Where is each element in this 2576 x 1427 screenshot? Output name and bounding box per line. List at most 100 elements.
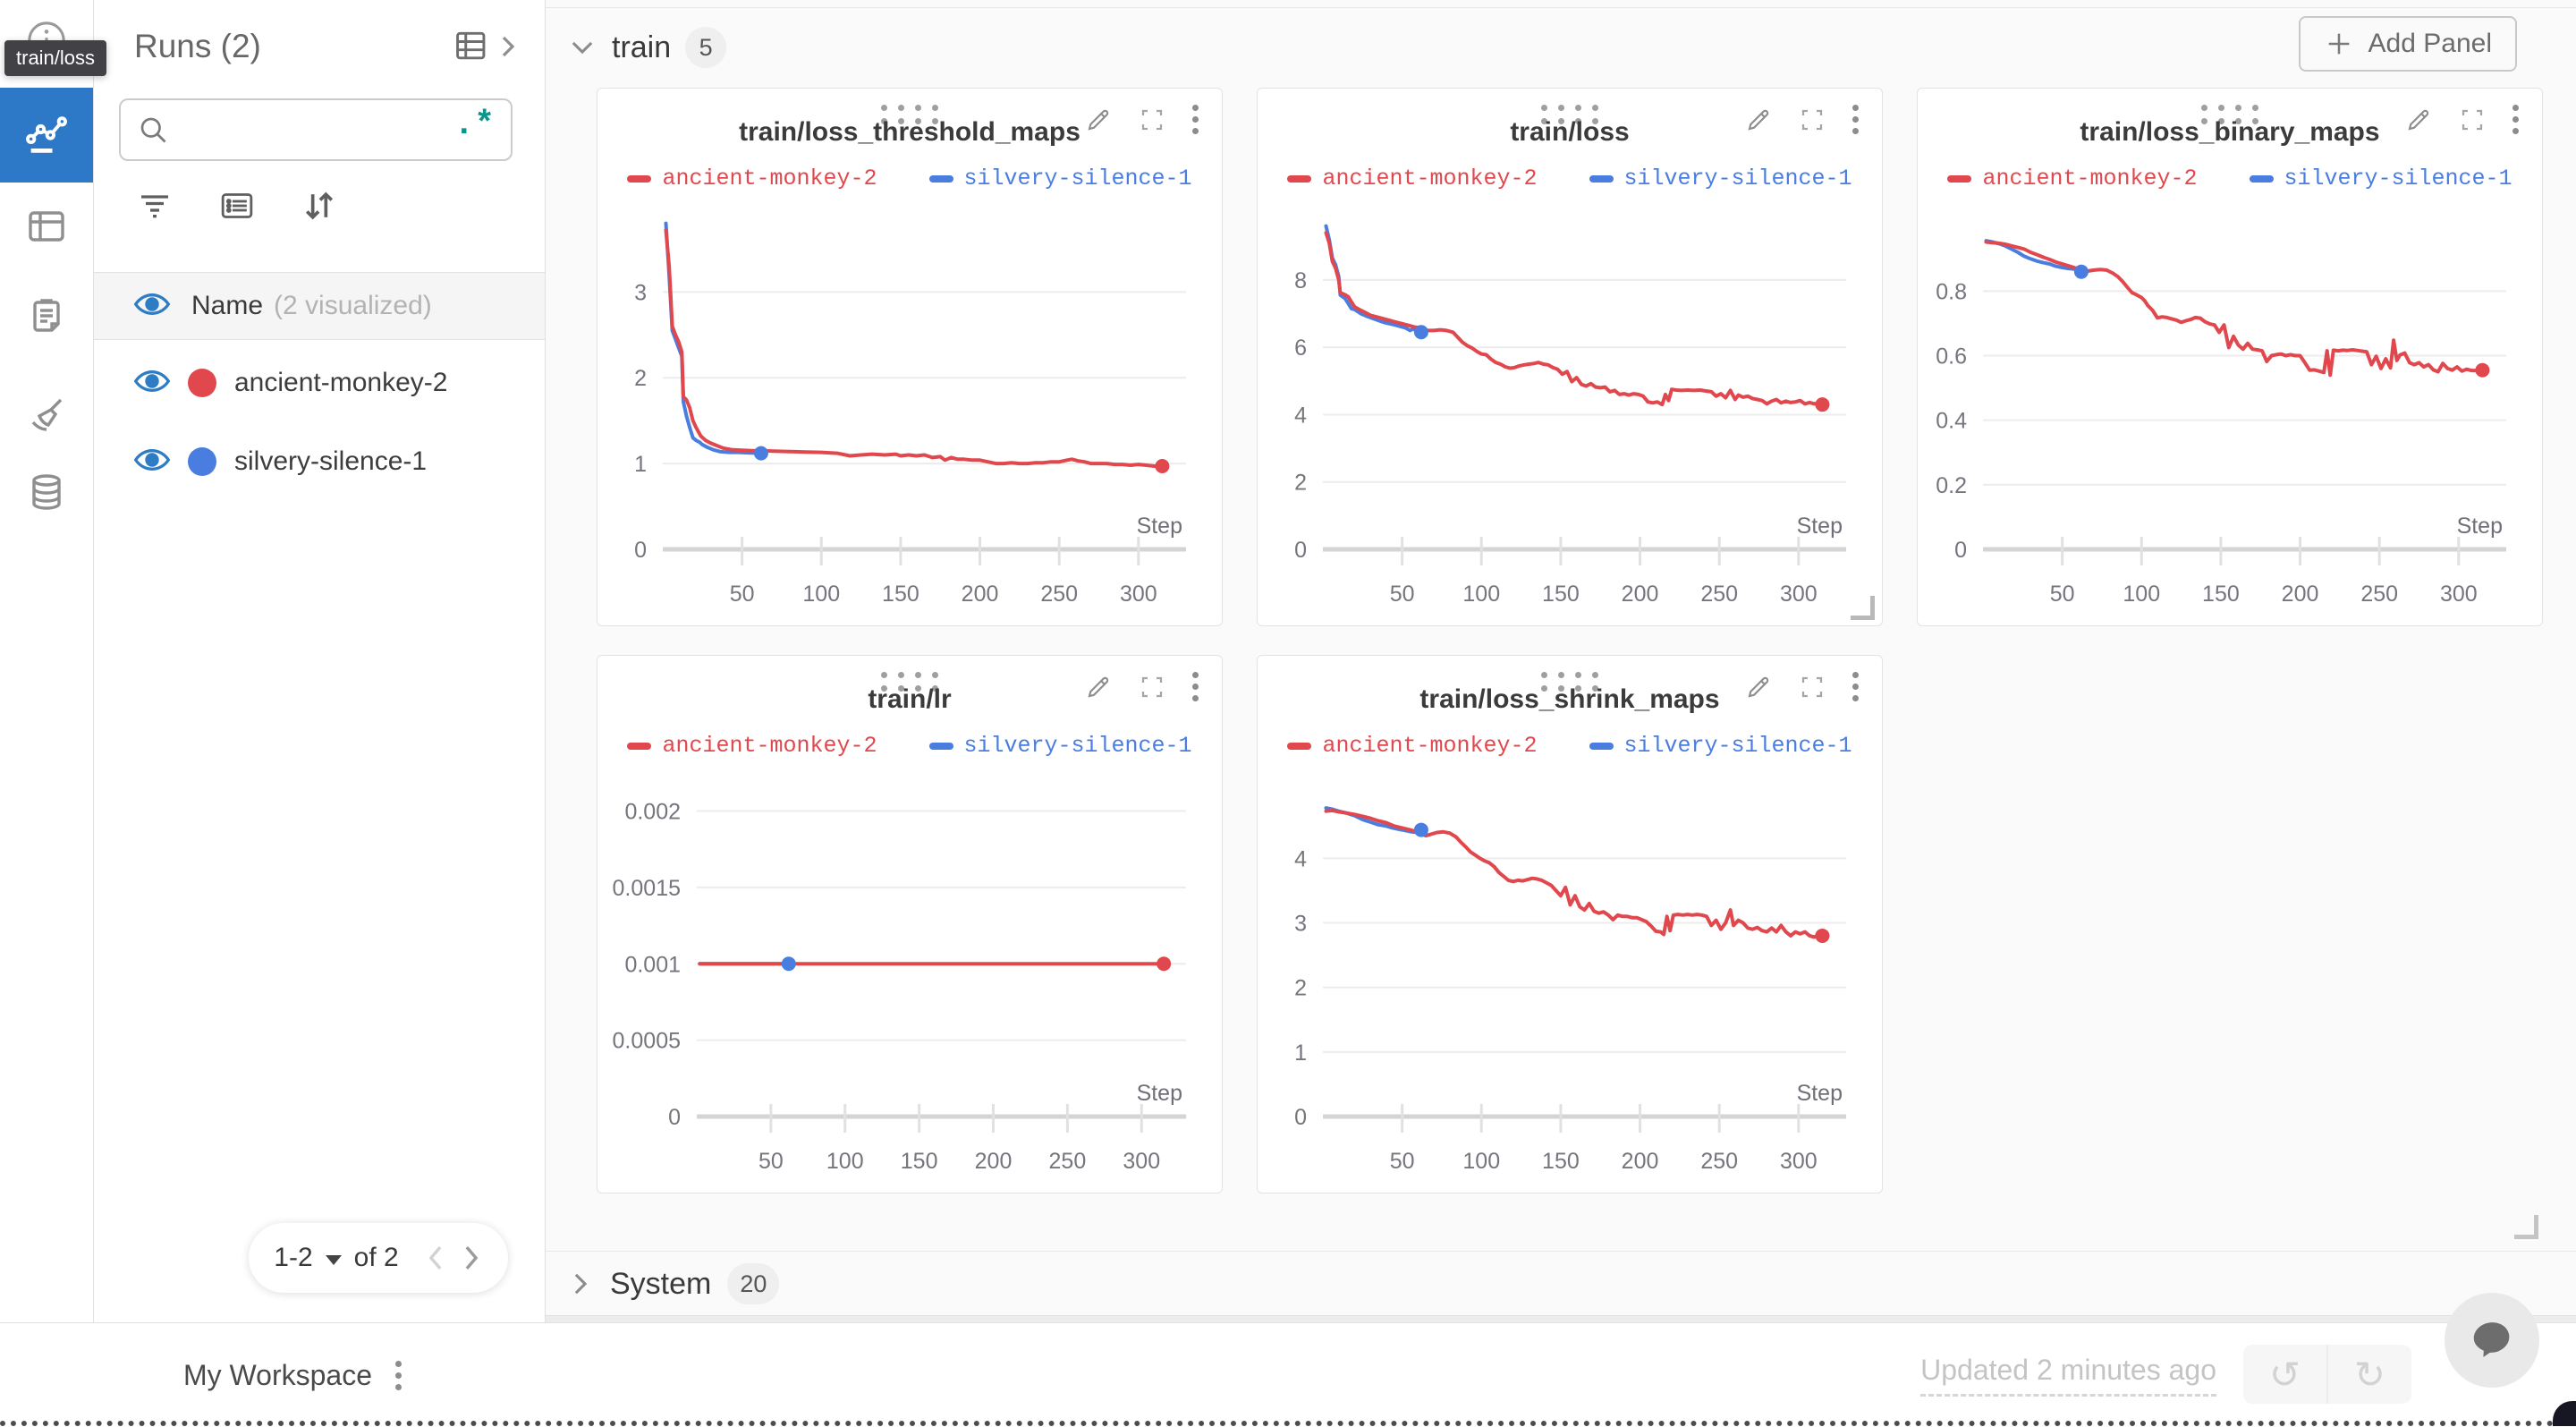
legend-swatch [627, 742, 652, 750]
drag-handle-icon[interactable] [1541, 105, 1598, 124]
chart-plot[interactable]: 0 0.2 0.4 0.6 0.8 50 100 150 200 250 300 Step [1918, 89, 2544, 627]
sidebar-item-sweeps[interactable] [0, 383, 93, 446]
legend-swatch [1947, 174, 1972, 183]
drag-handle-icon[interactable] [881, 672, 938, 692]
chart-panel[interactable]: train/loss_threshold_maps ancient-monkey… [597, 88, 1223, 626]
workspace-menu-icon[interactable] [395, 1360, 402, 1390]
chat-button[interactable] [2445, 1293, 2539, 1388]
legend-item[interactable]: silvery-silence-1 [2249, 166, 2512, 191]
edit-panel-icon[interactable] [2405, 106, 2432, 133]
expand-table-chevron-icon[interactable] [496, 30, 518, 63]
filter-icon[interactable] [135, 188, 174, 224]
chart-panel[interactable]: train/lr ancient-monkey-2 silvery-silence… [597, 655, 1223, 1193]
svg-text:50: 50 [1390, 582, 1415, 607]
panel-controls [2405, 105, 2519, 134]
prev-page-icon[interactable] [424, 1243, 447, 1273]
svg-text:2: 2 [1294, 471, 1307, 496]
workspace-main: train 5 Add Panel train/loss_threshold_m… [546, 0, 2576, 1323]
tooltip-text: train/loss [16, 47, 96, 69]
svg-text:100: 100 [1462, 582, 1500, 607]
sidebar-item-panels[interactable] [0, 195, 93, 258]
eye-icon[interactable] [132, 289, 172, 324]
panel-menu-icon[interactable] [1852, 672, 1859, 701]
regex-toggle-icon[interactable]: .* [453, 106, 495, 144]
panel-menu-icon[interactable] [1192, 105, 1199, 134]
legend-item[interactable]: ancient-monkey-2 [627, 733, 877, 759]
drag-handle-icon[interactable] [1541, 672, 1598, 692]
edit-panel-icon[interactable] [1745, 106, 1772, 133]
eye-icon[interactable] [132, 445, 172, 480]
next-page-icon[interactable] [460, 1243, 483, 1273]
svg-text:0.6: 0.6 [1936, 344, 1967, 369]
svg-text:0.2: 0.2 [1936, 473, 1967, 498]
table-view-icon[interactable] [452, 27, 495, 66]
resize-handle-icon[interactable] [1851, 596, 1875, 620]
fullscreen-icon[interactable] [1139, 106, 1165, 133]
edit-panel-icon[interactable] [1085, 106, 1112, 133]
chart-plot[interactable]: 0 1 2 3 50 100 150 200 250 300 Step [597, 89, 1224, 627]
pagination-range[interactable]: 1-2 [274, 1243, 313, 1272]
run-row[interactable]: silvery-silence-1 [94, 429, 545, 494]
legend-item[interactable]: ancient-monkey-2 [627, 166, 877, 191]
sidebar-item-charts[interactable] [0, 88, 93, 183]
group-list-icon[interactable] [217, 188, 257, 224]
panel-menu-icon[interactable] [1852, 105, 1859, 134]
svg-text:200: 200 [975, 1149, 1013, 1174]
workspace-title[interactable]: My Workspace [183, 1358, 373, 1391]
svg-text:8: 8 [1294, 268, 1307, 293]
section-resize-handle-icon[interactable] [2514, 1215, 2538, 1239]
legend-item[interactable]: ancient-monkey-2 [1947, 166, 2198, 191]
chart-plot[interactable]: 0 0.0005 0.001 0.0015 0.002 50 100 150 200 250 300… [597, 656, 1224, 1194]
edit-panel-icon[interactable] [1745, 674, 1772, 701]
sidebar-item-artifacts[interactable] [0, 461, 93, 523]
chart-panel[interactable]: train/loss_binary_maps ancient-monkey-2 s… [1917, 88, 2543, 626]
fullscreen-icon[interactable] [1799, 674, 1826, 701]
workspace-switcher[interactable]: My Workspace [183, 1323, 402, 1427]
updated-status[interactable]: Updated 2 minutes ago [1920, 1354, 2216, 1397]
edit-panel-icon[interactable] [1085, 674, 1112, 701]
run-search-input[interactable] [182, 115, 454, 145]
legend-swatch [1287, 742, 1312, 750]
chart-title: train/loss_threshold_maps [739, 117, 1080, 147]
redo-button[interactable]: ↻ [2326, 1345, 2411, 1404]
drag-handle-icon[interactable] [2201, 105, 2258, 124]
undo-button[interactable]: ↺ [2268, 1353, 2301, 1396]
drag-handle-icon[interactable] [881, 105, 938, 124]
chart-plot[interactable]: 0 1 2 3 4 50 100 150 200 250 300 Step [1258, 656, 1884, 1194]
eye-icon[interactable] [132, 366, 172, 401]
sort-icon[interactable] [300, 186, 339, 225]
fullscreen-icon[interactable] [1139, 674, 1165, 701]
run-name[interactable]: silvery-silence-1 [234, 446, 428, 476]
run-name[interactable]: ancient-monkey-2 [234, 368, 448, 397]
pagination-caret-icon[interactable] [325, 1254, 342, 1265]
svg-text:250: 250 [2360, 582, 2398, 607]
legend-item[interactable]: silvery-silence-1 [928, 166, 1192, 191]
sidebar-item-logs[interactable] [0, 285, 93, 347]
add-panel-button[interactable]: Add Panel [2298, 16, 2517, 72]
svg-text:100: 100 [1462, 1149, 1500, 1174]
svg-text:150: 150 [1542, 582, 1580, 607]
fullscreen-icon[interactable] [2459, 106, 2486, 133]
legend-item[interactable]: silvery-silence-1 [1589, 733, 1852, 759]
svg-text:100: 100 [826, 1149, 864, 1174]
legend-item[interactable]: ancient-monkey-2 [1287, 166, 1538, 191]
chart-panel[interactable]: train/loss ancient-monkey-2 silvery-silen… [1257, 88, 1883, 626]
panel-menu-icon[interactable] [1192, 672, 1199, 701]
panel-menu-icon[interactable] [2512, 105, 2519, 134]
fullscreen-icon[interactable] [1799, 106, 1826, 133]
svg-text:100: 100 [802, 582, 840, 607]
legend-item[interactable]: ancient-monkey-2 [1287, 733, 1538, 759]
section-system-header[interactable]: System 20 [567, 1263, 780, 1304]
legend-item[interactable]: silvery-silence-1 [1589, 166, 1852, 191]
chevron-right-icon [574, 1273, 588, 1295]
legend-item[interactable]: silvery-silence-1 [928, 733, 1192, 759]
plus-icon [2328, 33, 2349, 55]
chart-plot[interactable]: 0 2 4 6 8 50 100 150 200 250 300 Step [1258, 89, 1884, 627]
section-train-header[interactable]: train 5 [567, 27, 727, 68]
runs-columns-header[interactable]: Name (2 visualized) [94, 272, 545, 340]
chart-panel[interactable]: train/loss_shrink_maps ancient-monkey-2 s… [1257, 655, 1883, 1193]
runs-panel-title: Runs (2) [134, 28, 261, 64]
svg-text:0.002: 0.002 [624, 800, 681, 825]
run-row[interactable]: ancient-monkey-2 [94, 351, 545, 415]
svg-text:0: 0 [668, 1105, 681, 1130]
